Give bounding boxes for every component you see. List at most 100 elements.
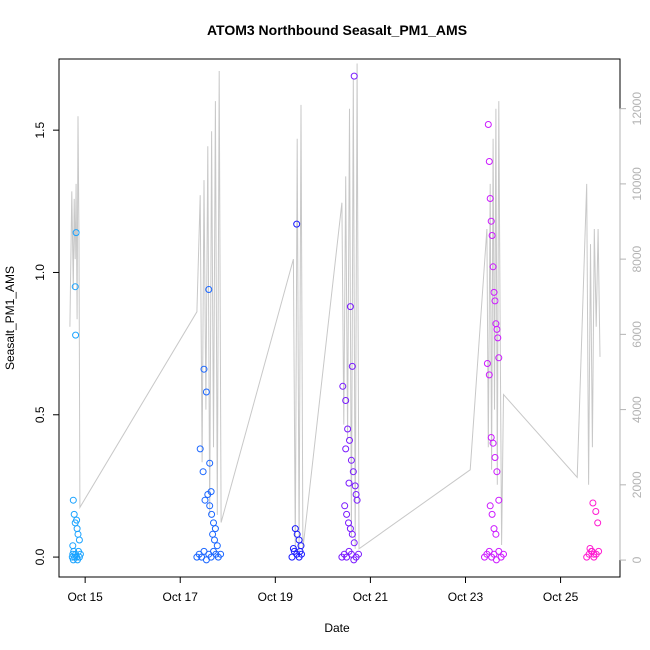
data-point xyxy=(348,362,356,370)
plot-frame xyxy=(58,58,621,578)
data-point xyxy=(211,536,218,544)
data-point xyxy=(75,536,83,544)
data-point xyxy=(69,542,77,550)
data-point xyxy=(207,488,215,496)
data-point xyxy=(493,468,501,476)
y2-tick-label: 4000 xyxy=(630,396,644,423)
data-point xyxy=(594,519,602,527)
data-point xyxy=(494,334,502,342)
y-tick-label: 1.5 xyxy=(33,121,47,138)
altitude-line xyxy=(69,63,601,553)
x-axis-label: Date xyxy=(324,621,350,635)
data-point xyxy=(500,550,507,558)
data-point xyxy=(206,459,214,467)
data-point xyxy=(196,445,204,453)
data-point xyxy=(493,325,501,333)
points-layer xyxy=(68,72,603,564)
data-point xyxy=(71,283,79,291)
data-point xyxy=(210,519,217,527)
data-point xyxy=(206,502,214,510)
x-tick-label: Oct 23 xyxy=(448,590,484,604)
data-point xyxy=(217,550,225,558)
data-point xyxy=(74,530,82,538)
data-point xyxy=(589,499,597,507)
data-point xyxy=(350,539,358,547)
data-point xyxy=(199,468,207,476)
x-tick-label: Oct 21 xyxy=(353,590,389,604)
data-point xyxy=(349,468,357,476)
data-point xyxy=(485,371,493,379)
data-point xyxy=(201,496,209,504)
data-point xyxy=(491,297,499,305)
y-tick-label: 0.0 xyxy=(33,548,47,565)
data-point xyxy=(347,456,355,464)
y2-tick-label: 10000 xyxy=(630,167,644,201)
data-point xyxy=(70,510,78,518)
data-point xyxy=(490,525,498,533)
data-point xyxy=(342,445,350,453)
axes-layer: 0.0 0.5 1.0 1.5 0 2000 4000 6000 8000 10000 12000 O… xyxy=(33,92,644,604)
data-point xyxy=(75,553,83,561)
data-point xyxy=(205,286,213,293)
data-point xyxy=(345,479,353,487)
data-point xyxy=(200,365,208,373)
data-point xyxy=(485,158,493,165)
data-point xyxy=(492,530,500,538)
data-point xyxy=(487,217,495,225)
data-point xyxy=(351,482,359,490)
data-point xyxy=(484,121,492,128)
data-point xyxy=(202,388,210,396)
data-point xyxy=(488,510,496,518)
x-tick-label: Oct 15 xyxy=(67,590,103,604)
y2-tick-label: 12000 xyxy=(630,92,644,126)
data-point xyxy=(213,542,221,550)
data-point xyxy=(489,263,497,271)
data-point xyxy=(339,382,347,390)
data-point xyxy=(72,229,80,237)
data-point xyxy=(495,354,503,362)
data-point xyxy=(208,510,216,518)
data-point xyxy=(344,425,352,433)
data-point xyxy=(345,519,352,527)
data-point xyxy=(592,508,600,515)
data-point xyxy=(73,525,81,533)
y-axis-label: Seasalt_PM1_AMS xyxy=(3,266,17,370)
data-point xyxy=(483,360,491,367)
data-point xyxy=(346,436,353,444)
data-point xyxy=(350,72,358,80)
data-point xyxy=(489,439,497,447)
altitude-line-layer xyxy=(69,63,601,553)
y-tick-label: 1.0 xyxy=(33,264,47,281)
data-point xyxy=(488,232,496,239)
data-point xyxy=(495,496,503,504)
data-point xyxy=(355,550,362,558)
data-point xyxy=(296,547,304,555)
y2-tick-label: 2000 xyxy=(630,471,644,498)
data-point xyxy=(343,510,351,518)
data-point xyxy=(72,331,80,339)
data-point xyxy=(490,288,498,296)
data-point xyxy=(341,502,349,510)
data-point xyxy=(486,195,494,202)
data-point xyxy=(352,491,360,498)
y2-tick-label: 8000 xyxy=(630,245,644,272)
data-point xyxy=(491,454,499,461)
x-tick-label: Oct 19 xyxy=(258,590,294,604)
data-point xyxy=(346,303,354,311)
data-point xyxy=(293,220,301,228)
data-point xyxy=(209,530,217,538)
data-point xyxy=(76,550,84,558)
data-point xyxy=(346,525,354,533)
data-point xyxy=(289,545,297,552)
chart-title: ATOM3 Northbound Seasalt_PM1_AMS xyxy=(207,22,467,38)
x-tick-label: Oct 25 xyxy=(543,590,579,604)
data-point xyxy=(486,502,494,510)
data-point xyxy=(348,530,356,538)
x-tick-label: Oct 17 xyxy=(163,590,199,604)
data-point xyxy=(342,397,350,404)
y-tick-label: 0.5 xyxy=(33,406,47,423)
data-point xyxy=(211,525,219,533)
data-point xyxy=(73,516,81,524)
